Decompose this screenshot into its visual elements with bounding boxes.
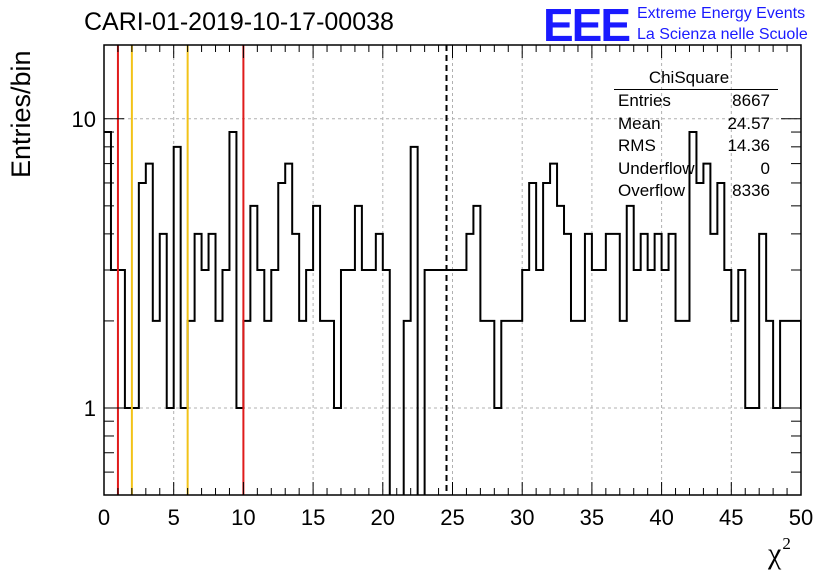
eee-logo-text: Extreme Energy Events La Scienza nelle S… (637, 3, 808, 45)
stats-value: 14.36 (727, 136, 770, 156)
stats-box-divider (614, 89, 778, 90)
x-axis-label-sup: 2 (782, 534, 791, 553)
stats-value: 8667 (732, 91, 770, 110)
stats-key: Overflow (618, 181, 686, 201)
stats-value: 8336 (732, 181, 770, 201)
stats-row-overflow: Overflow 8336 (612, 180, 778, 203)
y-axis-label: Entries/bin (6, 50, 36, 178)
x-tick-label: 50 (789, 505, 813, 530)
logo-line-1: Extreme Energy Events (637, 5, 806, 22)
x-tick-label: 45 (719, 505, 743, 530)
x-tick-label: 5 (168, 505, 180, 530)
stats-row-underflow: Underflow 0 (612, 158, 778, 181)
x-tick-label: 25 (440, 505, 464, 530)
x-tick-label: 35 (580, 505, 604, 530)
stats-box: ChiSquare Entries 8667 Mean 24.57 RMS 14.36… (612, 67, 778, 203)
stats-key: Mean (618, 113, 661, 133)
stats-value: 0 (760, 158, 770, 178)
stats-row-entries: Entries 8667 (612, 90, 778, 113)
eee-logo: EEE (543, 0, 631, 51)
stats-value: 24.57 (727, 113, 770, 133)
stats-row-mean: Mean 24.57 (612, 113, 778, 136)
stats-key: Entries (618, 91, 671, 110)
y-tick-label: 10 (72, 107, 96, 132)
x-tick-label: 15 (301, 505, 325, 530)
stats-key: RMS (618, 136, 656, 156)
x-tick-label: 10 (231, 505, 255, 530)
x-tick-label: 20 (371, 505, 395, 530)
stats-key: Underflow (618, 158, 695, 178)
stats-row-rms: RMS 14.36 (612, 135, 778, 158)
chart-title: CARI-01-2019-10-17-00038 (84, 8, 394, 36)
logo-line-2: La Scienza nelle Scuole (637, 26, 808, 43)
histogram-line (104, 131, 801, 495)
x-tick-label: 0 (98, 505, 110, 530)
stats-box-name: ChiSquare (648, 68, 730, 87)
x-tick-label: 30 (510, 505, 534, 530)
x-axis-label-chi: χ (768, 537, 782, 570)
x-tick-label: 40 (649, 505, 673, 530)
x-axis-label: χ2 (768, 534, 791, 571)
y-tick-label: 1 (84, 396, 96, 421)
